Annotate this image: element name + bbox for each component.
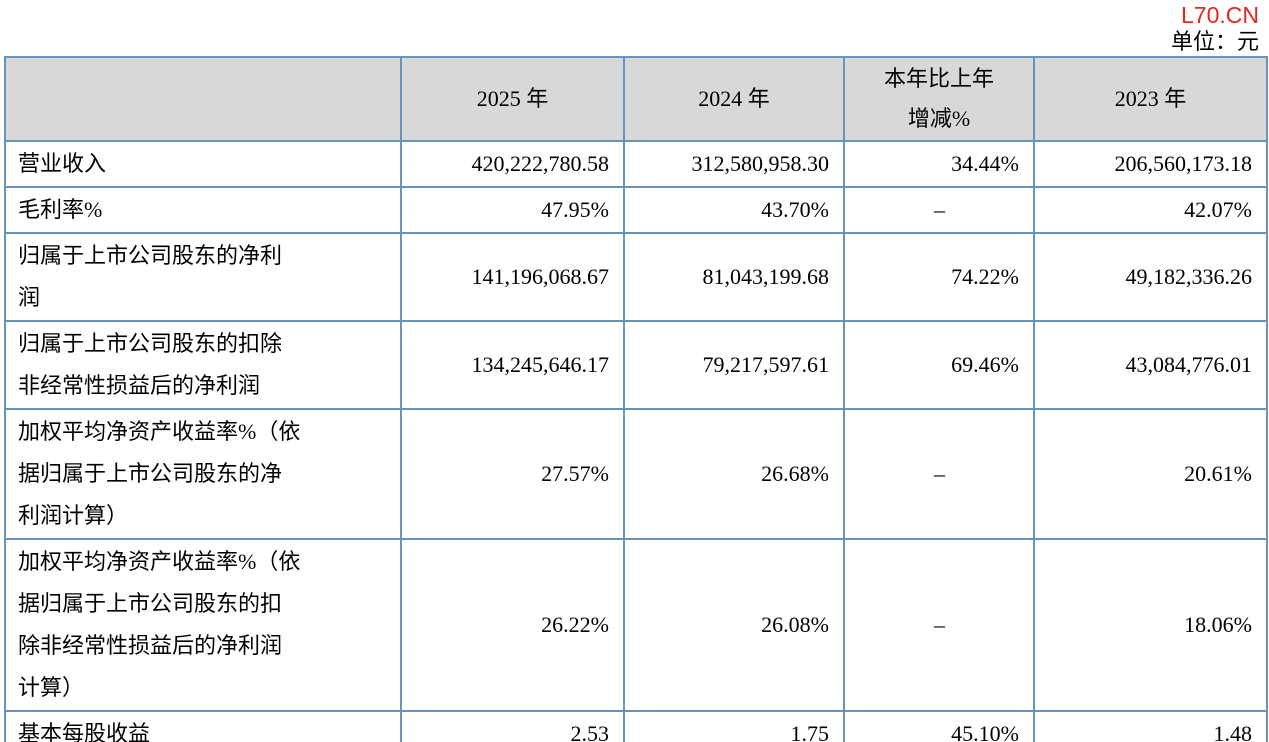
value-cell: 2.53	[400, 710, 625, 742]
value-cell: 26.68%	[623, 408, 845, 540]
value-cell: 141,196,068.67	[400, 232, 625, 322]
header-cell: 本年比上年 增减%	[843, 56, 1035, 142]
watermark-text: L70.CN	[1181, 2, 1259, 28]
row-label-cell: 归属于上市公司股东的扣除 非经常性损益后的净利润	[4, 320, 402, 410]
table-row: 归属于上市公司股东的扣除 非经常性损益后的净利润 134,245,646.17 79…	[4, 320, 1268, 410]
value-cell: 81,043,199.68	[623, 232, 845, 322]
value-cell: 74.22%	[843, 232, 1035, 322]
value-cell: 26.22%	[400, 538, 625, 712]
value-cell: 134,245,646.17	[400, 320, 625, 410]
value-cell: 26.08%	[623, 538, 845, 712]
financial-summary-table: 2025 年 2024 年本年比上年 增减% 2023 年 营业收入 420,222,…	[4, 56, 1268, 742]
value-cell: 18.06%	[1033, 538, 1268, 712]
value-cell: –	[843, 186, 1035, 234]
value-cell: –	[843, 538, 1035, 712]
value-cell: 45.10%	[843, 710, 1035, 742]
value-cell: 49,182,336.26	[1033, 232, 1268, 322]
header-cell: 2023 年	[1033, 56, 1268, 142]
row-label-cell: 基本每股收益	[4, 710, 402, 742]
unit-label: 单位：元	[1170, 29, 1259, 54]
value-cell: 43,084,776.01	[1033, 320, 1268, 410]
table-row: 加权平均净资产收益率%（依 据归属于上市公司股东的净 利润计算） 27.57% 26…	[4, 408, 1268, 540]
value-cell: 42.07%	[1033, 186, 1268, 234]
value-cell: 47.95%	[400, 186, 625, 234]
value-cell: 43.70%	[623, 186, 845, 234]
table-row: 基本每股收益 2.53 1.75 45.10% 1.48	[4, 710, 1268, 742]
page-header-area: L70.CN 单位：元	[0, 0, 1269, 56]
header-cell: 2024 年	[623, 56, 845, 142]
value-cell: 420,222,780.58	[400, 140, 625, 188]
value-cell: 1.48	[1033, 710, 1268, 742]
table-header-row: 2025 年 2024 年本年比上年 增减% 2023 年	[4, 56, 1268, 142]
value-cell: 206,560,173.18	[1033, 140, 1268, 188]
row-label-cell: 归属于上市公司股东的净利 润	[4, 232, 402, 322]
row-label-cell: 加权平均净资产收益率%（依 据归属于上市公司股东的扣 除非经常性损益后的净利润 …	[4, 538, 402, 712]
value-cell: 27.57%	[400, 408, 625, 540]
row-label-cell: 加权平均净资产收益率%（依 据归属于上市公司股东的净 利润计算）	[4, 408, 402, 540]
table-row: 归属于上市公司股东的净利 润 141,196,068.67 81,043,199.6…	[4, 232, 1268, 322]
value-cell: 34.44%	[843, 140, 1035, 188]
value-cell: 20.61%	[1033, 408, 1268, 540]
table-row: 加权平均净资产收益率%（依 据归属于上市公司股东的扣 除非经常性损益后的净利润 …	[4, 538, 1268, 712]
value-cell: 69.46%	[843, 320, 1035, 410]
value-cell: 312,580,958.30	[623, 140, 845, 188]
row-label-cell: 毛利率%	[4, 186, 402, 234]
header-cell-empty	[4, 56, 402, 142]
row-label-cell: 营业收入	[4, 140, 402, 188]
header-cell: 2025 年	[400, 56, 625, 142]
table-row: 营业收入 420,222,780.58 312,580,958.30 34.44% 20…	[4, 140, 1268, 188]
value-cell: 1.75	[623, 710, 845, 742]
table-row: 毛利率% 47.95% 43.70% –42.07%	[4, 186, 1268, 234]
value-cell: 79,217,597.61	[623, 320, 845, 410]
value-cell: –	[843, 408, 1035, 540]
